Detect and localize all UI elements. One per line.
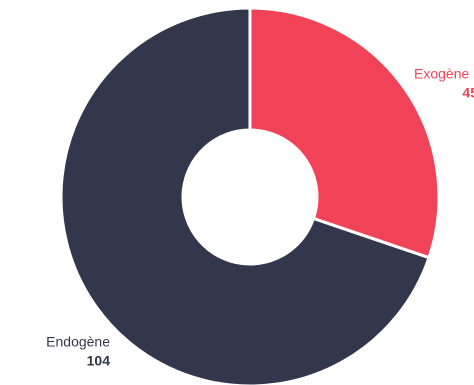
donut-slice xyxy=(59,6,431,385)
slice-label: Endogène xyxy=(46,334,110,350)
donut-slice xyxy=(248,6,441,260)
slice-value: 45 xyxy=(462,85,474,101)
slice-label: Exogène xyxy=(414,66,469,82)
slice-value: 104 xyxy=(87,353,111,369)
